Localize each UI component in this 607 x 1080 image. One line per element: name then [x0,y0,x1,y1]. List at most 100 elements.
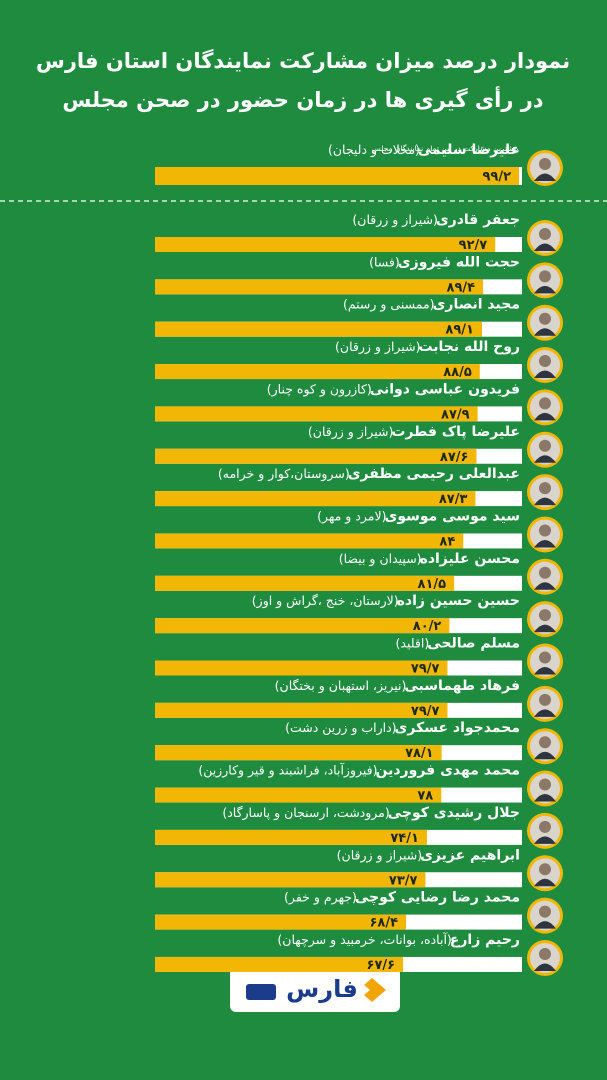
member-label: فریدون عباسی دوانی(کازرون و کوه چنار) [267,381,520,398]
member-name: سید موسی موسوی [384,508,520,524]
photo-body [534,497,556,506]
member-name: محمد مهدی فروردین [376,763,520,779]
member-district: (لامرد و مهر) [317,508,386,524]
member-label: حجت الله فیروزی(فسا) [369,254,520,271]
photo-body [534,412,556,421]
bar [155,279,484,295]
member-label: محمد رضا رضایی کوچی(جهرم و خفر) [284,889,520,906]
top-caption: بیشترین مشارکت در بین تمام نمایندگان مجل… [372,144,519,153]
member-district: (مرودشت، ارسنجان و پاسارگاد) [222,804,389,820]
photo-head [539,736,551,749]
member-district: (شیراز و زرقان) [352,212,437,228]
value-label: ۸۰/۲ [413,619,442,634]
bar [155,321,482,337]
member-name: علیرضا سلیمی [418,142,520,158]
value-label: ۸۸/۵ [443,365,472,380]
member-district: (فیروزآباد، فراشبند و قیر وکارزین) [198,762,377,778]
member-name: محمدجواد عسکری [395,720,520,736]
member-label: فرهاد طهماسبی(نیریز، استهبان و بختگان) [275,677,520,694]
member-district: (سروستان،کوار و خرامه) [218,466,350,482]
photo-head [539,439,551,452]
member-name: جعفر قادری [436,212,520,228]
photo-body [534,539,556,548]
value-label: ۶۷/۶ [367,958,396,973]
member-district: (شیراز و زرقان) [308,423,393,439]
photo-body [534,455,556,463]
footer-logo: فارس [230,968,400,1012]
member-name: محسن علیزاده [420,551,520,567]
photo-body [534,878,556,887]
photo-head [539,524,551,537]
member-name: عبدالعلی رحیمی مظفری [348,466,520,482]
member-label: محمد مهدی فروردین(فیروزآباد، فراشبند و ق… [198,762,520,779]
bar [155,660,448,676]
member-district: (سپیدان و بیضا) [339,550,422,566]
value-label: ۷۹/۷ [411,704,440,719]
bar [155,702,448,718]
member-label: محمدجواد عسکری(داراب و زرین دشت) [285,720,520,737]
member-district: (ممسنی و رستم) [343,296,435,312]
member-label: جلال رشیدی کوچی(مرودشت، ارسنجان و پاسارگ… [222,804,520,821]
photo-head [539,693,551,706]
value-label: ۷۴/۱ [390,831,419,846]
photo-body [534,751,556,760]
bar [155,167,520,185]
member-district: (شیراز و زرقان) [335,339,420,355]
member-name: مسلم صالحی [427,636,520,652]
value-label: ۸۷/۶ [440,450,469,465]
photo-head [539,609,551,622]
photo-body [534,667,556,675]
bar [155,787,442,803]
bar [155,491,476,507]
value-label: ۹۹/۲ [483,170,512,185]
member-label: عبدالعلی رحیمی مظفری(سروستان،کوار و خرام… [218,466,520,483]
bar [155,448,477,464]
photo-head [539,651,551,664]
photo-head [539,482,551,495]
member-label: جعفر قادری(شیراز و زرقان) [352,212,520,229]
member-label: محسن علیزاده(سپیدان و بیضا) [339,550,520,567]
photo-head [539,863,551,876]
member-district: (اقلید) [396,635,430,650]
photo-body [534,582,556,590]
member-label: مجید انصاری(ممسنی و رستم) [343,296,520,313]
title-line: نمودار درصد میزان مشارکت نمایندگان استان… [36,48,570,73]
photo-head [539,947,551,960]
member-district: (نیریز، استهبان و بختگان) [275,677,407,693]
member-label: مسلم صالحی(اقلید) [396,635,520,652]
photo-body [534,709,556,717]
photo-head [539,905,551,918]
value-label: ۶۸/۴ [369,916,398,931]
bar [155,364,480,380]
bar [155,237,496,252]
logo-text: فارس [286,975,358,1003]
member-name: فرهاد طهماسبی [404,678,520,694]
photo-body [534,328,556,336]
value-label: ۷۳/۷ [389,873,418,888]
value-label: ۸۹/۴ [447,280,476,295]
photo-head [539,158,551,170]
member-district: (شیراز و زرقان) [337,847,422,863]
logo-badge [246,984,276,1000]
value-label: ۸۱/۵ [418,577,447,592]
member-name: جلال رشیدی کوچی [388,805,520,821]
member-district: (لارستان، خنج ،گراش و اوز) [252,593,399,609]
title-line: در رأی گیری ها در زمان حضور در صحن مجلس [62,85,543,112]
member-label: حسین حسین زاده(لارستان، خنج ،گراش و اوز) [252,593,520,610]
value-label: ۷۸/۱ [405,746,434,761]
member-name: محمد رضا رضایی کوچی [355,890,520,906]
bar [155,829,427,845]
value-label: ۸۴ [439,534,455,549]
member-name: مجید انصاری [433,297,520,313]
member-district: (محلات و دلیجان) [328,142,420,158]
bar [155,406,478,422]
photo-body [534,370,556,379]
bar [155,872,426,888]
bar [155,618,450,634]
photo-body [534,921,556,929]
member-district: (کازرون و کوه چنار) [267,381,372,397]
member-label: ابراهیم عزیزی(شیراز و زرقان) [337,847,520,864]
member-name: علیرضا پاک فطرت [391,424,520,440]
value-label: ۹۲/۷ [459,238,488,253]
